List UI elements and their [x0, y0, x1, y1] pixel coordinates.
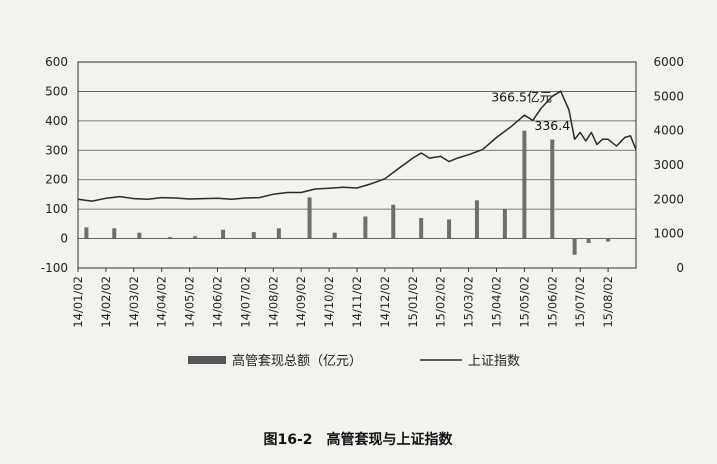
x-tick-13: 15/02/02 — [434, 276, 448, 328]
bar-2 — [137, 232, 142, 239]
y-right-tick-3: 3000 — [653, 158, 684, 172]
bar-18 — [572, 238, 577, 255]
x-tick-12: 15/01/02 — [406, 276, 420, 328]
line-series-shanghai — [77, 90, 637, 202]
x-tick-6: 14/07/02 — [238, 276, 252, 328]
x-tick-15: 15/04/02 — [490, 276, 504, 328]
bar-6 — [251, 232, 256, 239]
bar-13 — [447, 219, 452, 239]
y-axis-right: 6000 5000 4000 3000 2000 1000 0 — [653, 55, 684, 275]
x-tick-17: 15/06/02 — [545, 276, 559, 328]
y-left-tick-3: 300 — [45, 143, 68, 157]
y-left-tick-7: -100 — [41, 261, 68, 275]
annotations: 366.5亿元 336.4 — [491, 89, 570, 132]
x-tick-9: 14/10/02 — [322, 276, 336, 328]
y-right-tick-2: 4000 — [653, 124, 684, 138]
y-right-tick-6: 0 — [676, 261, 684, 275]
x-tick-7: 14/08/02 — [266, 276, 280, 328]
y-left-tick-1: 500 — [45, 84, 68, 98]
figure-caption: 图16-2 高管套现与上证指数 — [263, 431, 453, 448]
bar-5 — [221, 229, 226, 239]
bar-4 — [193, 236, 198, 239]
x-tick-16: 15/05/02 — [517, 276, 531, 328]
x-tick-8: 14/09/02 — [294, 276, 308, 328]
x-tick-10: 14/11/02 — [350, 276, 364, 328]
x-tick-4: 14/05/02 — [183, 276, 197, 328]
y-right-tick-1: 5000 — [653, 89, 684, 103]
legend-swatch-bar — [188, 356, 226, 364]
bar-16 — [522, 130, 527, 239]
y-axis-left: 600 500 400 300 200 100 0 -100 — [41, 55, 68, 275]
bar-20 — [606, 238, 611, 242]
x-tick-3: 14/04/02 — [155, 276, 169, 328]
bar-1 — [112, 228, 117, 239]
x-axis: 14/01/02 14/02/02 14/03/02 14/04/02 14/05/02… — [71, 268, 615, 328]
legend-label-line: 上证指数 — [468, 354, 520, 369]
x-tick-11: 14/12/02 — [378, 276, 392, 328]
x-tick-1: 14/02/02 — [99, 276, 113, 328]
y-right-tick-4: 2000 — [653, 192, 684, 206]
y-right-tick-0: 6000 — [653, 55, 684, 69]
annotation-0: 366.5亿元 — [491, 89, 552, 104]
bar-3 — [168, 237, 173, 239]
bar-0 — [84, 227, 89, 239]
x-tick-19: 15/08/02 — [601, 276, 615, 328]
x-tick-14: 15/03/02 — [462, 276, 476, 328]
y-left-tick-2: 400 — [45, 114, 68, 128]
legend-label-bar: 高管套现总额（亿元） — [232, 353, 362, 369]
line-layer — [77, 90, 637, 202]
bar-19 — [586, 238, 591, 243]
x-tick-5: 14/06/02 — [211, 276, 225, 328]
bar-8 — [307, 197, 312, 239]
x-tick-0: 14/01/02 — [71, 276, 85, 328]
bar-17 — [550, 139, 555, 239]
x-tick-18: 15/07/02 — [573, 276, 587, 328]
bar-12 — [419, 217, 424, 239]
y-left-tick-6: 0 — [60, 232, 68, 246]
bar-10 — [363, 216, 368, 239]
bar-7 — [276, 228, 281, 239]
bar-14 — [474, 200, 479, 239]
y-left-tick-0: 600 — [45, 55, 68, 69]
bars — [84, 130, 611, 255]
bar-9 — [332, 232, 337, 239]
y-left-tick-4: 200 — [45, 173, 68, 187]
bar-11 — [391, 204, 396, 239]
y-left-tick-5: 100 — [45, 202, 68, 216]
annotation-1: 336.4 — [534, 118, 570, 133]
legend: 高管套现总额（亿元） 上证指数 — [188, 353, 520, 369]
x-tick-2: 14/03/02 — [127, 276, 141, 328]
bar-15 — [502, 209, 507, 239]
y-right-tick-5: 1000 — [653, 227, 684, 241]
